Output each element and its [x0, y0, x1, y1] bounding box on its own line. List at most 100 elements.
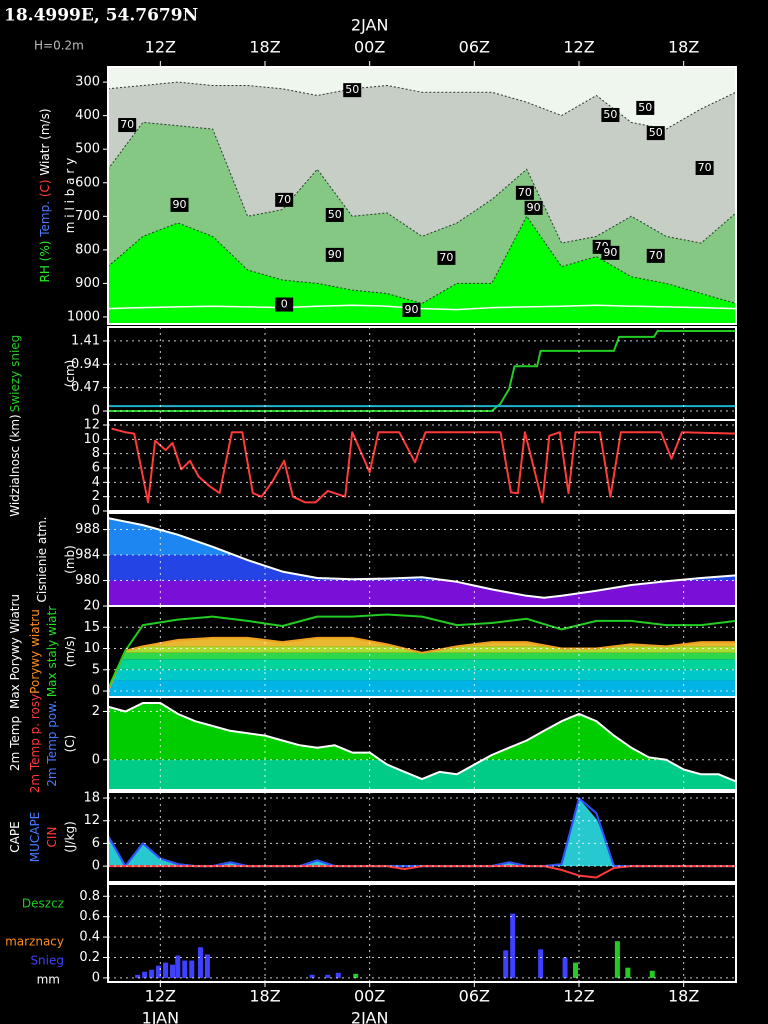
y-tick-label: 1000	[67, 309, 100, 324]
contour-label: 70	[518, 186, 532, 199]
bar	[163, 962, 169, 978]
axis-label-part: 2m Temp	[8, 716, 22, 771]
panel-frame	[107, 791, 737, 883]
area-band	[108, 652, 736, 660]
y-tick-label: 900	[75, 276, 100, 291]
bar	[135, 974, 141, 978]
axis-label: (m/s)	[63, 636, 77, 667]
axis-label-part: 2m Temp p. rosy	[28, 694, 42, 794]
top-time-label: 12Z	[145, 38, 176, 57]
contour-label-box	[524, 200, 543, 215]
bar	[197, 947, 203, 978]
bottom-time-label: 06Z	[459, 987, 490, 1006]
y-tick-label: 2	[92, 489, 100, 504]
y-tick-label: 0.2	[79, 950, 100, 965]
panel-plot	[108, 327, 736, 420]
axis-label-part: (J/kg)	[63, 821, 77, 853]
y-tick-label: 500	[75, 142, 100, 157]
y-tick-label: 6	[92, 836, 100, 851]
axis-label: Swiezy snieg	[8, 335, 22, 413]
rh-contour	[108, 215, 736, 305]
bar	[204, 954, 210, 978]
top-time-label: 18Z	[249, 38, 280, 57]
top-time-label: 18Z	[668, 38, 699, 57]
y-tick-label: 400	[75, 108, 100, 123]
contour-label: 70	[120, 118, 134, 131]
axis-label-part: (mb)	[63, 545, 77, 574]
contour-label-box	[601, 107, 620, 122]
bottom-date-label: 2JAN	[351, 1009, 389, 1024]
axis-label-part: Temp.	[38, 197, 52, 238]
contour-label: 50	[345, 83, 359, 96]
area-band	[108, 669, 736, 681]
y-tick-label: 980	[75, 573, 100, 588]
y-tick-label: 0.47	[71, 380, 100, 395]
y-tick-label: 0	[92, 970, 100, 985]
bar	[149, 969, 155, 978]
isotherm	[108, 304, 736, 311]
bar	[510, 913, 516, 978]
area-edge	[108, 636, 736, 692]
y-tick-label: 12	[83, 813, 100, 828]
panel-plot	[108, 884, 736, 982]
contour-label-box	[275, 297, 294, 312]
contour-label: 70	[277, 193, 291, 206]
y-tick-label: 0	[92, 752, 100, 767]
line	[111, 427, 736, 504]
panel-plot	[108, 792, 736, 882]
axis-label-part: m i l i b a r y	[63, 158, 77, 233]
area-band	[108, 680, 736, 697]
contour-label: 70	[698, 161, 712, 174]
bar	[182, 960, 188, 978]
y-tick-label: 18	[83, 791, 100, 806]
line	[108, 613, 736, 690]
contour-label-box	[343, 83, 362, 98]
axis-label: (J/kg)	[63, 821, 77, 853]
axis-label: Widzialnosc (km)	[8, 414, 22, 517]
rh-contour	[108, 81, 736, 130]
axis-label: 2m Temp pow.	[45, 700, 59, 786]
contour-label: 50	[638, 101, 652, 114]
y-tick-label: 988	[75, 522, 100, 537]
contour-label-box	[170, 197, 189, 212]
axis-label-part: Widzialnosc (km)	[8, 414, 22, 517]
area-edge	[108, 702, 736, 783]
bar	[156, 965, 162, 978]
axis-label-part: (C)	[63, 735, 77, 753]
line	[108, 330, 736, 412]
contour-label-box	[118, 118, 137, 133]
contour-label: 90	[603, 246, 617, 259]
y-tick-label: 0.94	[71, 357, 100, 372]
axis-label-part: MUCAPE	[28, 812, 42, 863]
rh-contour	[108, 121, 736, 244]
axis-label-part: (m/s)	[63, 636, 77, 667]
panel-frame	[107, 419, 737, 512]
bar	[309, 974, 315, 978]
axis-label-part: (C)	[38, 176, 52, 198]
y-tick-label: 4	[92, 475, 100, 490]
bar	[562, 957, 568, 978]
bottom-time-label: 12Z	[145, 987, 176, 1006]
bar	[503, 950, 509, 978]
contour-label: 90	[527, 201, 541, 214]
y-tick-label: 0	[92, 404, 100, 419]
bottom-time-label: 12Z	[563, 987, 594, 1006]
bar	[189, 960, 195, 978]
legend-entry: marznacy	[5, 935, 64, 949]
y-tick-label: 10	[83, 432, 100, 447]
y-tick-label: 10	[83, 641, 100, 656]
axis-label: 2m Temp p. rosy	[28, 694, 42, 794]
y-tick-label: 0.6	[79, 909, 100, 924]
rh-area	[108, 67, 736, 130]
contour-label-box	[601, 245, 620, 260]
y-tick-label: 0	[92, 684, 100, 699]
axis-label: Max Porywy Wiatru	[8, 594, 22, 709]
y-tick-label: 20	[83, 599, 100, 614]
contour-label: 50	[603, 108, 617, 121]
axis-label: CAPE	[8, 821, 22, 852]
unit-label: mm	[37, 973, 60, 987]
legend-entry: Deszcz	[22, 897, 64, 911]
panel-frame	[107, 66, 737, 325]
axis-label-part: Cisnienie atm.	[35, 517, 49, 603]
